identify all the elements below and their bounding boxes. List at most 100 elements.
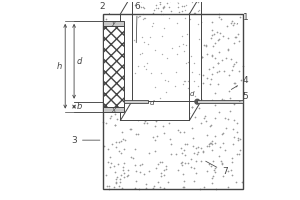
Point — [138, 16, 143, 20]
Point — [145, 92, 149, 95]
Point — [210, 65, 215, 69]
Point — [184, 3, 188, 7]
Point — [153, 86, 158, 89]
Point — [200, 55, 205, 59]
Point — [109, 143, 114, 146]
Point — [158, 88, 163, 91]
Point — [199, 122, 203, 125]
Point — [167, 5, 171, 8]
Point — [179, 5, 184, 8]
Bar — [103, 26, 124, 107]
Point — [161, 34, 166, 37]
Point — [212, 166, 217, 170]
Point — [178, 162, 183, 165]
Point — [104, 185, 109, 188]
Point — [107, 85, 112, 88]
Point — [169, 79, 174, 82]
Point — [113, 104, 118, 107]
Point — [139, 0, 143, 2]
Point — [210, 159, 215, 163]
Point — [146, 152, 151, 155]
Point — [178, 84, 182, 87]
Point — [142, 48, 146, 51]
Point — [160, 5, 165, 8]
Point — [167, 41, 172, 44]
Point — [145, 121, 150, 124]
Point — [148, 0, 152, 1]
Point — [237, 16, 242, 19]
Point — [162, 71, 167, 74]
Point — [155, 162, 160, 165]
Point — [103, 18, 108, 21]
Text: 5: 5 — [240, 92, 248, 102]
Point — [108, 115, 113, 118]
Point — [112, 112, 117, 116]
Point — [151, 184, 156, 187]
Point — [220, 141, 225, 144]
Point — [118, 30, 122, 33]
Point — [140, 101, 145, 104]
Point — [140, 6, 145, 9]
Point — [205, 170, 209, 173]
Point — [170, 46, 175, 49]
Point — [210, 72, 215, 75]
Point — [168, 117, 172, 120]
Point — [172, 84, 177, 88]
Point — [216, 39, 220, 42]
Text: h: h — [57, 62, 62, 71]
Point — [189, 55, 194, 58]
Point — [128, 66, 133, 69]
Point — [216, 83, 221, 86]
Point — [231, 143, 236, 146]
Point — [114, 26, 119, 29]
Point — [138, 15, 143, 18]
Point — [163, 33, 168, 36]
Point — [175, 13, 179, 16]
Point — [115, 57, 120, 60]
Point — [160, 94, 165, 97]
Point — [117, 141, 122, 144]
Point — [188, 30, 193, 33]
Point — [183, 161, 188, 165]
Point — [149, 78, 154, 81]
Point — [198, 101, 203, 104]
Point — [148, 35, 152, 38]
Text: 3: 3 — [71, 136, 100, 145]
Point — [183, 84, 188, 87]
Point — [207, 124, 212, 127]
Point — [198, 97, 203, 100]
Point — [171, 49, 176, 52]
Point — [210, 53, 214, 56]
Point — [238, 149, 242, 152]
Point — [192, 31, 197, 34]
Point — [134, 180, 139, 183]
Point — [190, 22, 195, 25]
Point — [135, 97, 140, 100]
Point — [162, 68, 167, 72]
Point — [131, 156, 136, 159]
Point — [195, 22, 200, 26]
Point — [138, 52, 143, 55]
Point — [195, 150, 200, 153]
Text: d: d — [76, 57, 82, 66]
Point — [212, 32, 217, 35]
Point — [122, 161, 127, 164]
Point — [125, 63, 130, 66]
Point — [206, 144, 211, 147]
Point — [179, 163, 184, 166]
Text: d: d — [189, 91, 194, 97]
Point — [117, 150, 122, 153]
Point — [165, 72, 170, 75]
Point — [187, 12, 191, 15]
Bar — [120, 14, 189, 120]
Point — [138, 101, 142, 105]
Point — [221, 131, 226, 134]
Point — [136, 14, 141, 18]
Point — [187, 44, 191, 47]
Point — [199, 20, 204, 23]
Point — [205, 133, 209, 136]
Point — [158, 161, 162, 164]
Point — [202, 116, 207, 119]
Point — [176, 44, 181, 48]
Point — [236, 32, 240, 35]
